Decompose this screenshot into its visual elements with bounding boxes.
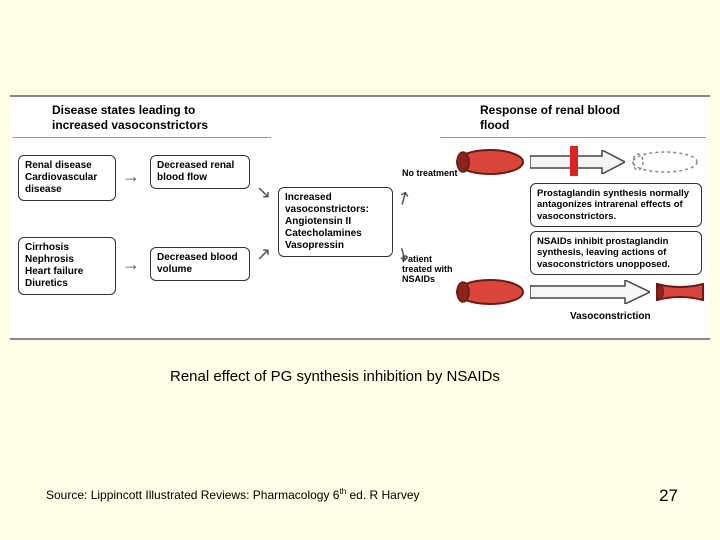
- arrow-icon: ↘: [256, 183, 271, 201]
- diagram-panel: Disease states leading to increased vaso…: [10, 95, 710, 340]
- box-renal-disease: Renal diseaseCardiovascular disease: [18, 155, 116, 201]
- arrow-icon: ↗: [256, 245, 271, 263]
- dashed-vessel-icon: [630, 147, 700, 177]
- label-no-treatment: No treatment: [402, 169, 462, 179]
- source-citation: Source: Lippincott Illustrated Reviews: …: [46, 487, 420, 502]
- label-vasoconstriction: Vasoconstriction: [570, 311, 651, 322]
- slide-caption: Renal effect of PG synthesis inhibition …: [170, 368, 500, 385]
- divider-right: [440, 137, 706, 138]
- blood-vessel-icon: [455, 147, 525, 177]
- box-increased-vasoconstrictors: Increased vasoconstrictors:Angiotensin I…: [278, 187, 393, 257]
- arrow-icon: →: [122, 167, 140, 185]
- page-number: 27: [659, 486, 678, 506]
- arrow-icon: →: [122, 255, 140, 273]
- blood-vessel-icon: [455, 277, 525, 307]
- box-cirrhosis: CirrhosisNephrosisHeart failureDiuretics: [18, 237, 116, 295]
- box-decreased-volume: Decreased blood volume: [150, 247, 250, 281]
- divider-left: [13, 137, 271, 138]
- constricted-vessel-icon: [655, 281, 705, 303]
- blocking-bar-icon: [570, 146, 578, 176]
- arrow-icon: ↗: [393, 186, 415, 209]
- header-disease-states: Disease states leading to increased vaso…: [52, 103, 252, 133]
- flow-arrow-constricted: [530, 280, 650, 304]
- source-prefix: Source: Lippincott Illustrated Reviews: …: [46, 488, 339, 502]
- label-patient-treated: Patient treated with NSAIDs: [402, 255, 462, 285]
- header-renal-response: Response of renal blood flood: [480, 103, 650, 133]
- box-decreased-flow: Decreased renal blood flow: [150, 155, 250, 189]
- box-nsaids-inhibit: NSAIDs inhibit prostaglandin synthesis, …: [530, 231, 702, 275]
- box-pg-normal: Prostaglandin synthesis normally antagon…: [530, 183, 702, 227]
- source-suffix: ed. R Harvey: [346, 488, 419, 502]
